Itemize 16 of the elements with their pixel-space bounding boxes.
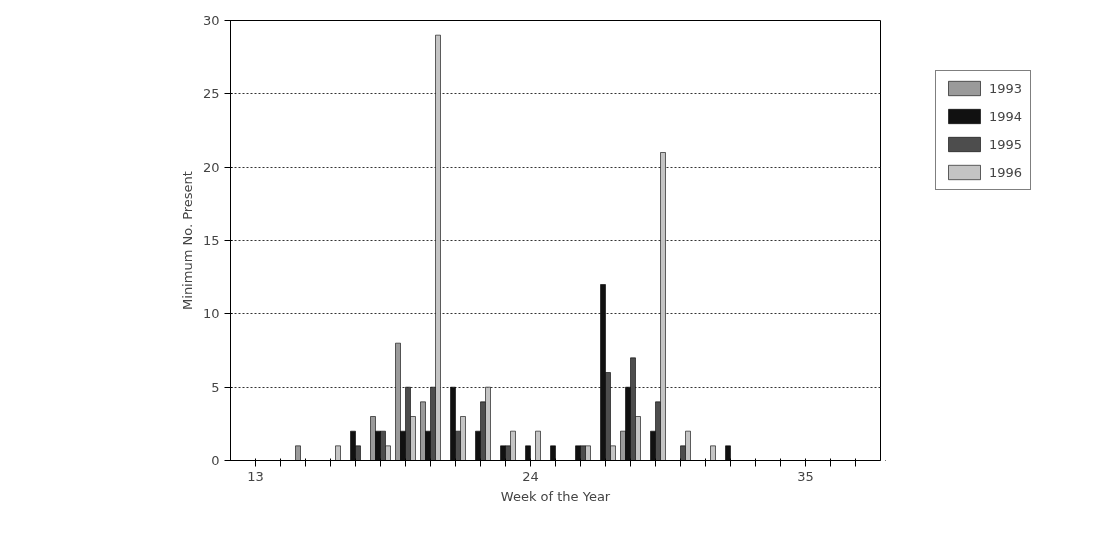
y-tick-label: 10 [202,306,220,322]
x-tick-label: 35 [797,468,814,484]
y-tick-label: 25 [202,86,220,102]
legend-label: 1994 [989,108,1023,124]
y-axis-title: Minimum No. Present [179,171,195,310]
x-tick-label: 13 [247,468,264,484]
x-axis-title: Week of the Year [500,488,611,504]
y-tick-label: 5 [211,379,220,395]
x-tick-label: 24 [522,468,539,484]
y-tick-label: 15 [202,233,220,248]
y-tick-label: 0 [211,453,220,468]
legend-label: 1993 [989,80,1023,96]
legend-label: 1996 [989,164,1023,180]
legend-label: 1995 [989,136,1023,152]
y-tick-label: 30 [202,13,220,28]
y-tick-label: 20 [202,159,220,175]
